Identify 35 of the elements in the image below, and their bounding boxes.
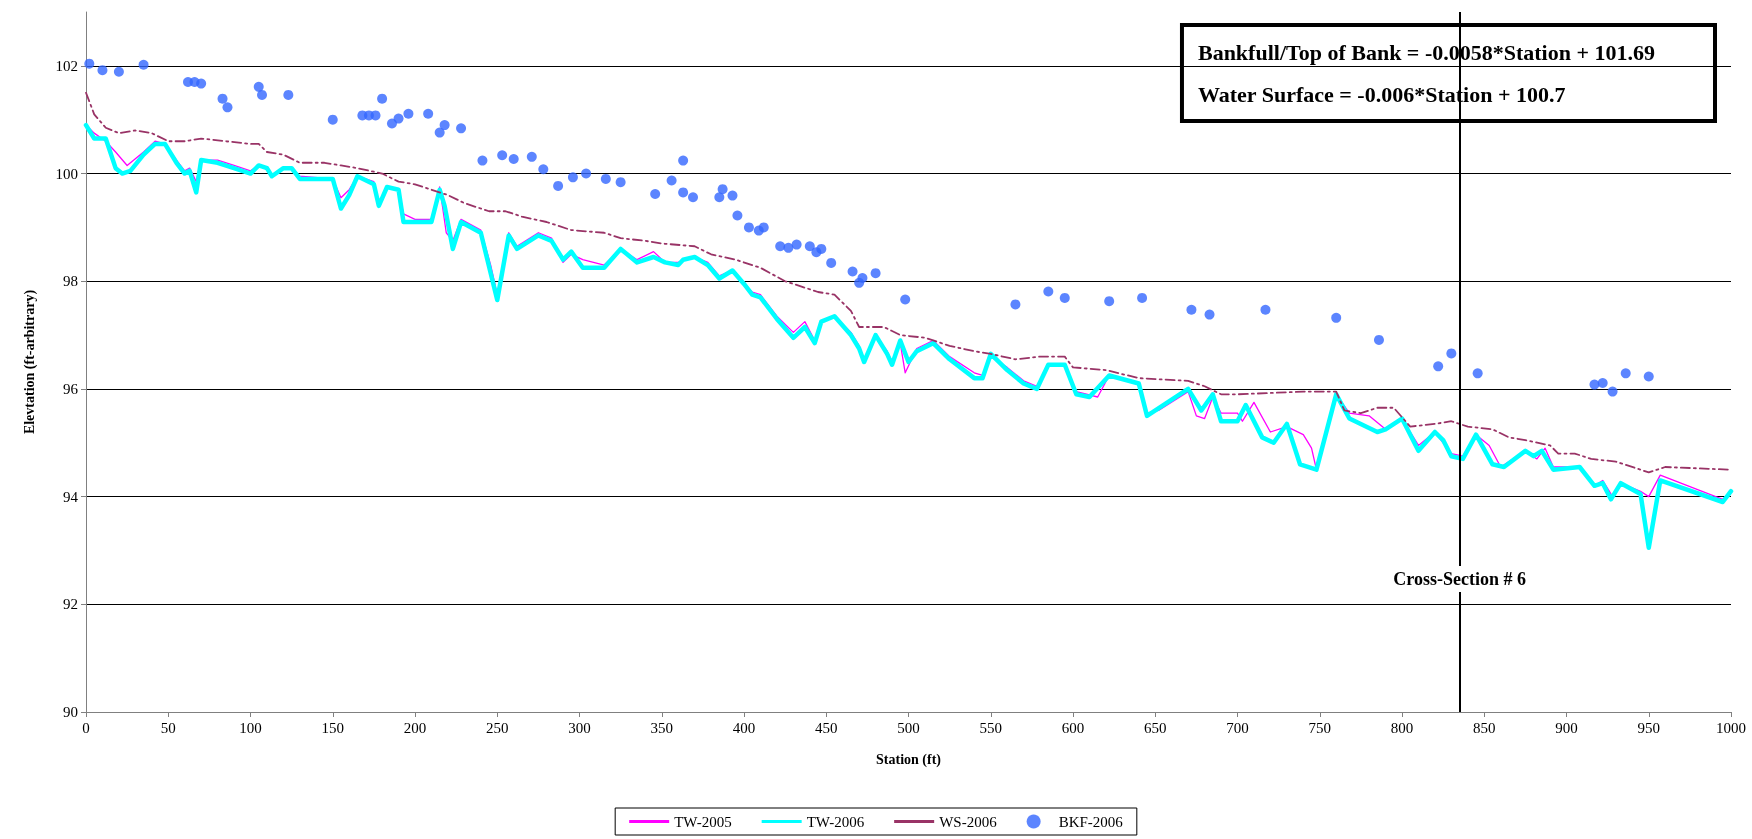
y-tick-label: 90 — [63, 704, 78, 720]
x-axis-title: Station (ft) — [876, 751, 942, 768]
x-tick-label: 750 — [1308, 719, 1331, 736]
legend-label: BKF-2006 — [1058, 813, 1124, 830]
y-tick-label: 94 — [63, 488, 79, 505]
x-tick-label: 850 — [1473, 719, 1496, 736]
x-tick-label: 700 — [1226, 719, 1249, 736]
x-tick-label: 950 — [1637, 719, 1660, 736]
x-tick-label: 150 — [321, 719, 344, 736]
x-tick-label: 600 — [1061, 719, 1085, 736]
x-tick-label: 550 — [979, 719, 1002, 736]
y-tick-label: 98 — [63, 273, 78, 290]
x-tick-label: 1000 — [1716, 719, 1746, 736]
x-tick-label: 900 — [1555, 719, 1578, 736]
y-tick-label: 92 — [63, 596, 78, 613]
x-tick-label: 400 — [732, 719, 756, 736]
x-tick-label: 800 — [1390, 719, 1414, 736]
ref-line-label: Cross-Section # 6 — [1393, 569, 1526, 589]
x-tick-label: 350 — [650, 719, 673, 736]
y-tick-label: 96 — [63, 380, 79, 397]
x-tick-label: 0 — [82, 719, 90, 736]
y-tick-label: 102 — [55, 57, 78, 74]
x-tick-label: 250 — [486, 719, 509, 736]
legend-label: TW-2005 — [674, 813, 732, 830]
legend-label: WS-2006 — [939, 813, 998, 830]
x-tick-label: 100 — [239, 719, 262, 736]
x-tick-label: 500 — [897, 719, 920, 736]
x-tick-label: 50 — [160, 719, 176, 736]
legend-label: TW-2006 — [806, 813, 865, 830]
x-tick-label: 200 — [403, 719, 427, 736]
y-tick-label: 100 — [55, 165, 78, 182]
x-tick-label: 650 — [1144, 719, 1167, 736]
y-axis-title: Elevtation (ft-arbitrary) — [21, 289, 38, 435]
x-tick-label: 300 — [568, 719, 591, 736]
x-tick-label: 450 — [815, 719, 838, 736]
